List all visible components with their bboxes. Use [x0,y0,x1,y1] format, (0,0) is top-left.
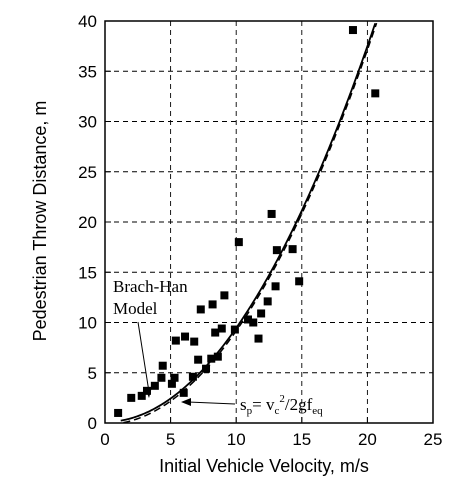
data-point-13 [188,372,197,381]
data-point-17 [202,364,211,373]
data-point-5 [150,381,159,390]
formula-sup-2: 2 [279,393,285,405]
data-point-12 [181,332,190,341]
formula-sub-p: p [247,405,253,417]
data-point-30 [263,297,272,306]
data-point-21 [213,352,222,361]
data-point-22 [217,324,226,333]
curve-brach-han-model [123,22,378,424]
annotation-brach-han-arrowhead [145,387,152,398]
y-tick-label-20: 20 [78,213,97,232]
formula-eq: = v [252,395,275,414]
data-point-32 [271,282,280,291]
data-point-9 [170,373,179,382]
y-tick-label-35: 35 [78,62,97,81]
annotation-brach-han-arrow-line [137,321,150,393]
formula-rest: /2gf [285,395,313,414]
annotation-formula-arrowhead [181,398,191,406]
data-point-24 [230,325,239,334]
annotation-brach-han-line2: Model [113,299,158,318]
data-point-36 [348,26,357,35]
annotation-brach-han-line1: Brach-Han [113,277,188,296]
data-point-7 [158,361,167,370]
model-curves [120,22,378,424]
x-tick-labels: 0 5 10 15 20 25 [100,430,442,449]
data-point-35 [295,277,304,286]
data-point-29 [257,309,266,318]
data-point-10 [171,336,180,345]
data-point-16 [196,305,205,314]
x-tick-label-15: 15 [292,430,311,449]
data-points [114,26,380,417]
y-axis-label: Pedestrian Throw Distance, m [30,101,50,342]
x-tick-label-5: 5 [166,430,175,449]
data-point-31 [267,209,276,218]
data-point-33 [272,246,281,255]
data-point-11 [179,388,188,397]
data-point-8 [167,379,176,388]
axis-ticks [104,20,434,424]
y-tick-label-5: 5 [88,364,97,383]
data-point-6 [157,373,166,382]
data-point-14 [190,337,199,346]
data-point-2 [127,393,136,402]
x-tick-label-25: 25 [424,430,443,449]
y-tick-labels: 0 5 10 15 20 25 30 35 40 [78,12,97,433]
y-tick-label-10: 10 [78,314,97,333]
data-point-27 [249,318,258,327]
grid-lines [105,21,433,423]
formula-sub-eq: eq [312,405,323,417]
data-point-37 [371,89,380,98]
data-point-19 [208,300,217,309]
x-tick-label-20: 20 [358,430,377,449]
y-tick-label-15: 15 [78,263,97,282]
data-point-1 [114,408,123,417]
data-point-15 [194,355,203,364]
data-point-18 [207,354,216,363]
x-axis-label: Initial Vehicle Velocity, m/s [159,456,369,476]
formula-base: s [240,395,247,414]
data-point-26 [244,315,253,324]
data-point-3 [137,391,146,400]
y-tick-label-30: 30 [78,113,97,132]
formula-sub-c: c [274,405,279,417]
y-tick-label-25: 25 [78,163,97,182]
data-point-34 [288,245,297,254]
annotation-formula: sp= vc2/2gfeq [240,393,323,417]
x-tick-label-10: 10 [227,430,246,449]
data-point-28 [254,334,263,343]
data-point-25 [234,238,243,247]
x-tick-label-0: 0 [100,430,109,449]
curve-formula-model [120,22,377,422]
data-point-20 [211,328,220,337]
y-tick-label-0: 0 [88,414,97,433]
annotation-formula-arrow-line [187,401,236,405]
y-tick-label-40: 40 [78,12,97,31]
data-point-23 [220,291,229,300]
